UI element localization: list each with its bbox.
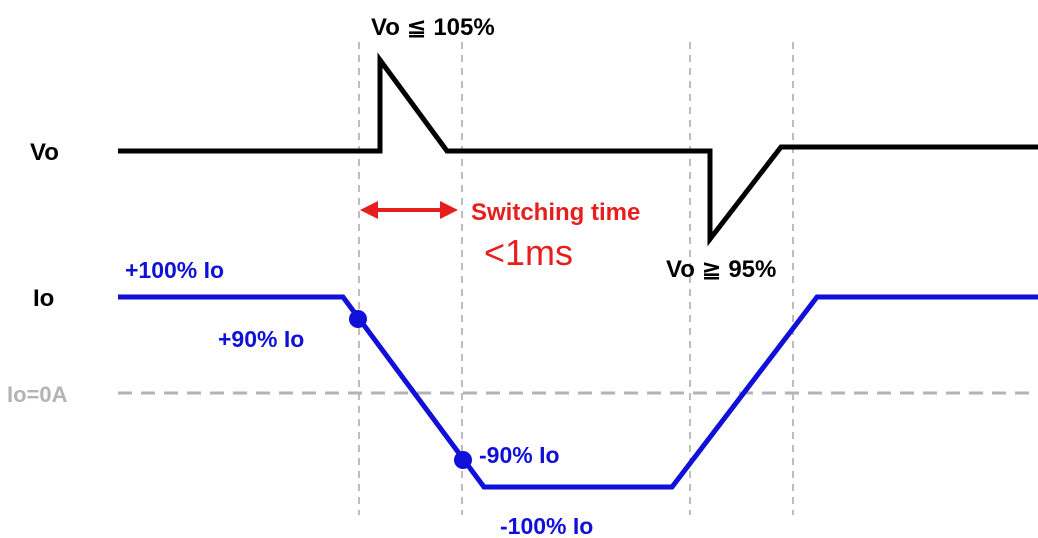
switching-time-value: <1ms — [484, 232, 573, 273]
switching-time-arrow — [360, 201, 458, 219]
vo-trace — [118, 52, 1038, 247]
io-marker-minus-90 — [454, 451, 472, 469]
io-plus-90-label: +90% Io — [218, 326, 304, 352]
io-minus-100-label: -100% Io — [500, 513, 593, 538]
vo-undershoot-label: Vo ≧ 95% — [666, 256, 776, 283]
vo-overshoot-label: Vo ≦ 105% — [371, 14, 495, 41]
io-axis-label: Io — [33, 285, 54, 312]
io-marker-plus-90 — [349, 310, 367, 328]
guide-lines — [358, 42, 794, 515]
io-trace — [118, 294, 1038, 490]
switching-time-label: Switching time — [471, 199, 640, 226]
io-minus-90-label: -90% Io — [479, 442, 560, 468]
io-plus-100-label: +100% Io — [125, 257, 224, 283]
vo-axis-label: Vo — [30, 139, 59, 166]
zero-current-label: Io=0A — [7, 382, 68, 407]
